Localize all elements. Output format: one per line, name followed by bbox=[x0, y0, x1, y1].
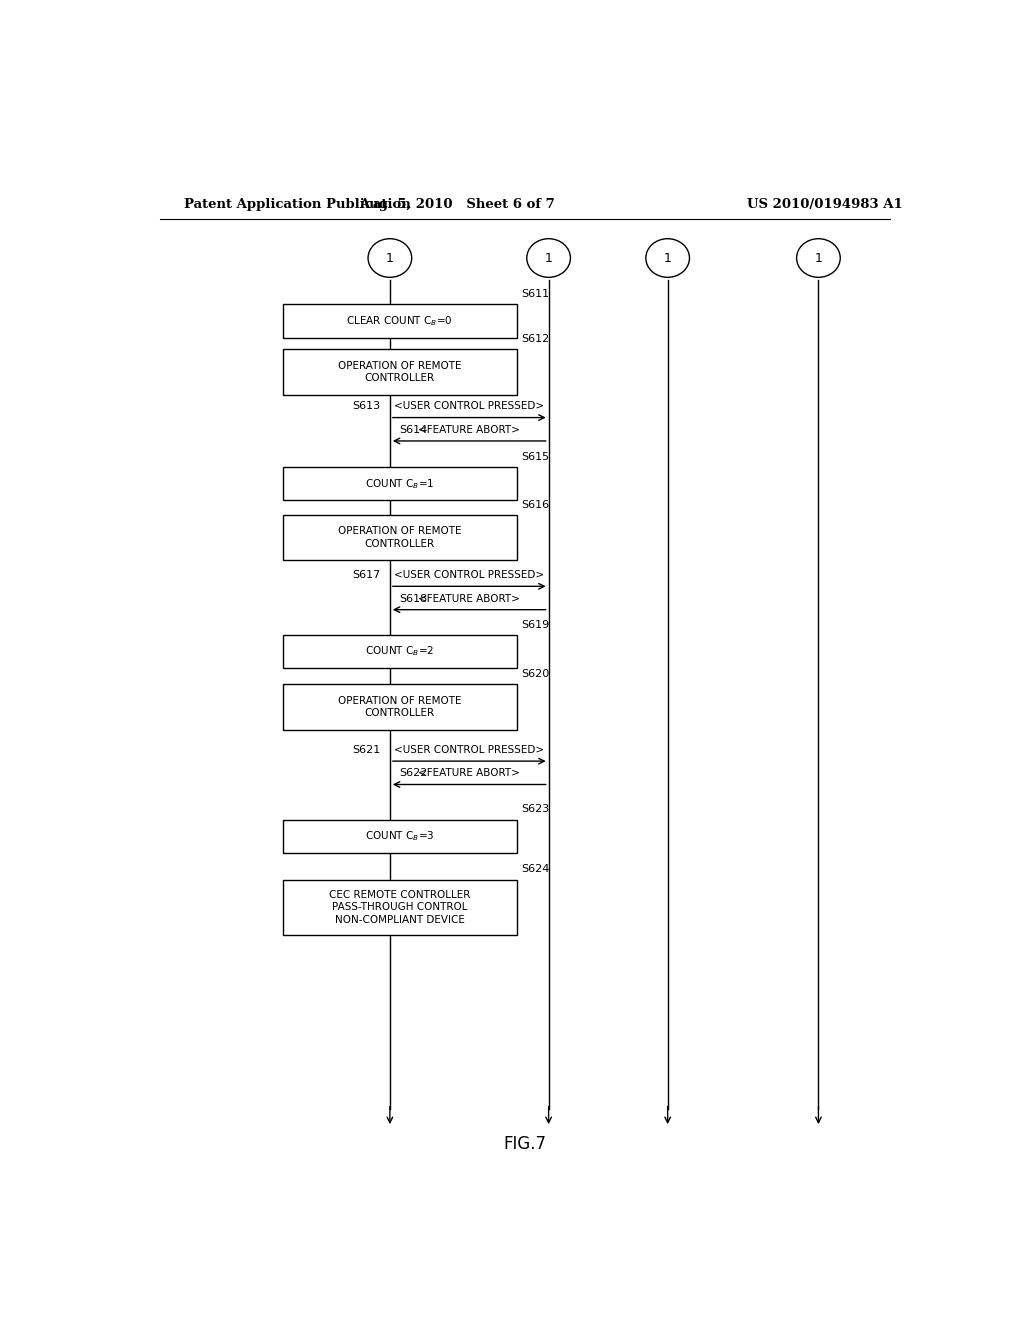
Ellipse shape bbox=[526, 239, 570, 277]
Bar bbox=[283, 348, 517, 395]
Text: COUNT C$_B$=1: COUNT C$_B$=1 bbox=[366, 477, 434, 491]
Text: <USER CONTROL PRESSED>: <USER CONTROL PRESSED> bbox=[394, 570, 545, 581]
Text: S621: S621 bbox=[352, 744, 380, 755]
Bar bbox=[283, 304, 517, 338]
Text: <USER CONTROL PRESSED>: <USER CONTROL PRESSED> bbox=[394, 401, 545, 412]
Text: S614: S614 bbox=[399, 425, 428, 434]
Text: COUNT C$_B$=3: COUNT C$_B$=3 bbox=[366, 829, 434, 843]
Ellipse shape bbox=[646, 239, 689, 277]
Text: Patent Application Publication: Patent Application Publication bbox=[183, 198, 411, 211]
Text: S611: S611 bbox=[521, 289, 549, 300]
Text: OPERATION OF REMOTE
CONTROLLER: OPERATION OF REMOTE CONTROLLER bbox=[338, 527, 462, 549]
Bar bbox=[283, 879, 517, 936]
Text: <FEATURE ABORT>: <FEATURE ABORT> bbox=[419, 425, 520, 434]
Bar bbox=[283, 515, 517, 561]
Text: S622: S622 bbox=[399, 768, 428, 779]
Text: <USER CONTROL PRESSED>: <USER CONTROL PRESSED> bbox=[394, 744, 545, 755]
Text: S624: S624 bbox=[521, 865, 549, 874]
Text: S613: S613 bbox=[352, 401, 380, 412]
Text: <FEATURE ABORT>: <FEATURE ABORT> bbox=[419, 768, 520, 779]
Text: S623: S623 bbox=[521, 804, 549, 814]
Ellipse shape bbox=[797, 239, 841, 277]
Text: Aug. 5, 2010   Sheet 6 of 7: Aug. 5, 2010 Sheet 6 of 7 bbox=[359, 198, 555, 211]
Text: COUNT C$_B$=2: COUNT C$_B$=2 bbox=[366, 644, 434, 659]
Bar bbox=[283, 467, 517, 500]
Text: S617: S617 bbox=[352, 570, 380, 581]
Text: CLEAR COUNT C$_B$=0: CLEAR COUNT C$_B$=0 bbox=[346, 314, 454, 327]
Text: 1: 1 bbox=[386, 252, 394, 264]
Bar bbox=[283, 684, 517, 730]
Text: S618: S618 bbox=[399, 594, 428, 603]
Text: US 2010/0194983 A1: US 2010/0194983 A1 bbox=[748, 198, 903, 211]
Text: <FEATURE ABORT>: <FEATURE ABORT> bbox=[419, 594, 520, 603]
Bar bbox=[283, 635, 517, 668]
Text: 1: 1 bbox=[664, 252, 672, 264]
Ellipse shape bbox=[368, 239, 412, 277]
Text: CEC REMOTE CONTROLLER
PASS-THROUGH CONTROL
NON-COMPLIANT DEVICE: CEC REMOTE CONTROLLER PASS-THROUGH CONTR… bbox=[329, 890, 470, 925]
Text: S619: S619 bbox=[521, 619, 549, 630]
Text: S612: S612 bbox=[521, 334, 549, 345]
Text: 1: 1 bbox=[814, 252, 822, 264]
Text: 1: 1 bbox=[545, 252, 553, 264]
Text: FIG.7: FIG.7 bbox=[504, 1135, 546, 1154]
Text: S620: S620 bbox=[521, 669, 549, 680]
Text: OPERATION OF REMOTE
CONTROLLER: OPERATION OF REMOTE CONTROLLER bbox=[338, 360, 462, 383]
Bar bbox=[283, 820, 517, 853]
Text: S615: S615 bbox=[521, 451, 549, 462]
Text: OPERATION OF REMOTE
CONTROLLER: OPERATION OF REMOTE CONTROLLER bbox=[338, 696, 462, 718]
Text: S616: S616 bbox=[521, 499, 549, 510]
